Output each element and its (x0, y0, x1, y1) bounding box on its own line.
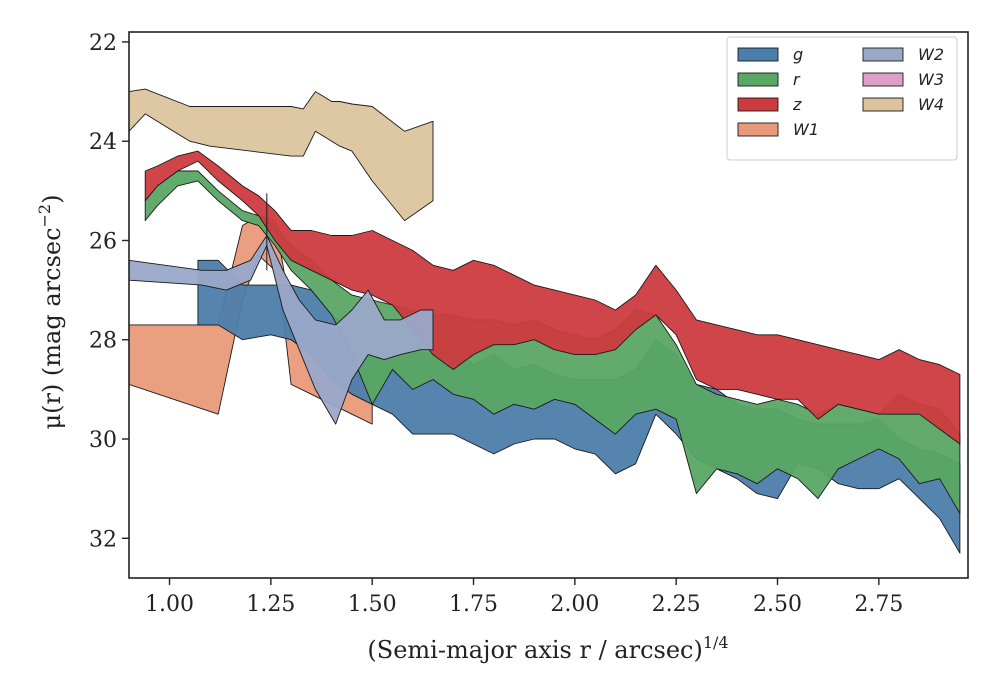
x-tick-label: 2.25 (652, 592, 701, 617)
legend: grz W1 W2 W3 W4 (726, 36, 958, 161)
y-axis-title-tail: ) (38, 195, 66, 204)
y-tick-label: 26 (89, 229, 117, 254)
axes: 1.00 1.25 1.50 1.75 2.00 2.25 2.50 2.75 22 24 26 28… (89, 31, 969, 617)
plot-area (129, 88, 961, 554)
legend-swatch-w4 (862, 97, 904, 112)
y-axis-title: μ(r) (mag arcsec−2) (35, 195, 66, 430)
legend-label-g: g (793, 45, 803, 64)
y-tick-label: 22 (89, 31, 117, 56)
legend-label-w3: W3 (918, 70, 944, 89)
x-tick-label: 1.75 (449, 592, 498, 617)
y-tick-label: 24 (89, 130, 117, 155)
y-axis-title-superscript: −2 (35, 204, 54, 228)
x-tick-label: 1.25 (246, 592, 295, 617)
x-axis-title-text: (Semi-major axis r / arcsec) (367, 636, 702, 664)
legend-swatch-w1 (737, 122, 779, 137)
legend-swatch-g (737, 47, 779, 62)
x-tick-label: 2.75 (854, 592, 903, 617)
x-tick-label: 2.00 (550, 592, 599, 617)
legend-box (726, 36, 958, 161)
x-axis-title: (Semi-major axis r / arcsec)1/4 (367, 633, 728, 664)
y-tick-label: 28 (89, 329, 117, 354)
axes-frame (128, 31, 969, 579)
y-tick-label: 32 (89, 527, 117, 552)
legend-label-w1: W1 (793, 120, 819, 139)
legend-label-r: r (793, 70, 801, 89)
legend-swatch-w2 (862, 47, 904, 62)
bands-group (129, 88, 961, 554)
y-tick-label: 30 (89, 428, 117, 453)
legend-label-w4: W4 (918, 95, 944, 114)
x-tick-label: 1.00 (145, 592, 194, 617)
legend-swatch-w3 (862, 72, 904, 87)
x-tick-label: 1.50 (348, 592, 397, 617)
legend-swatch-r (737, 72, 779, 87)
legend-label-z: z (792, 95, 802, 114)
band-z (144, 150, 961, 445)
y-axis-title-text: μ(r) (mag arcsec (38, 227, 66, 429)
x-axis-title-superscript: 1/4 (703, 633, 729, 652)
legend-label-w2: W2 (918, 45, 944, 64)
legend-swatch-z (737, 97, 779, 112)
band-w4 (129, 88, 434, 222)
x-tick-label: 2.50 (753, 592, 802, 617)
